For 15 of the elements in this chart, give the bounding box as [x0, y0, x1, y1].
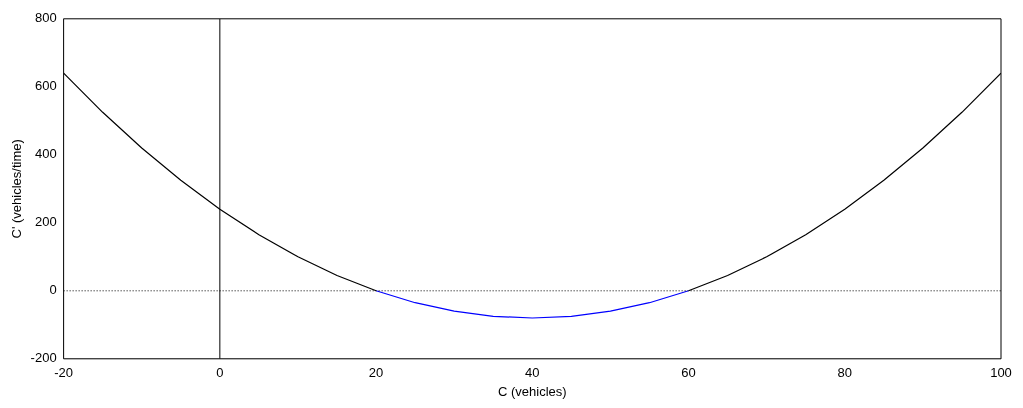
x-axis-title: C (vehicles) — [498, 383, 567, 399]
x-tick-label: 40 — [525, 365, 540, 381]
x-tick-label: 20 — [368, 365, 384, 381]
y-tick-label: 0 — [49, 282, 57, 298]
y-axis-title: C' (vehicles/time) — [9, 139, 25, 239]
x-tick-label: -20 — [54, 365, 74, 381]
y-tick-label: 600 — [34, 78, 57, 94]
y-tick-label: 400 — [34, 146, 57, 162]
x-tick-label: 0 — [216, 365, 224, 381]
x-tick-label: 100 — [990, 365, 1012, 381]
y-tick-label: 800 — [34, 10, 57, 26]
x-tick-label: 60 — [681, 365, 696, 381]
x-tick-label: 80 — [837, 365, 852, 381]
y-tick-label: 200 — [34, 214, 57, 230]
y-tick-label: -200 — [30, 350, 57, 366]
